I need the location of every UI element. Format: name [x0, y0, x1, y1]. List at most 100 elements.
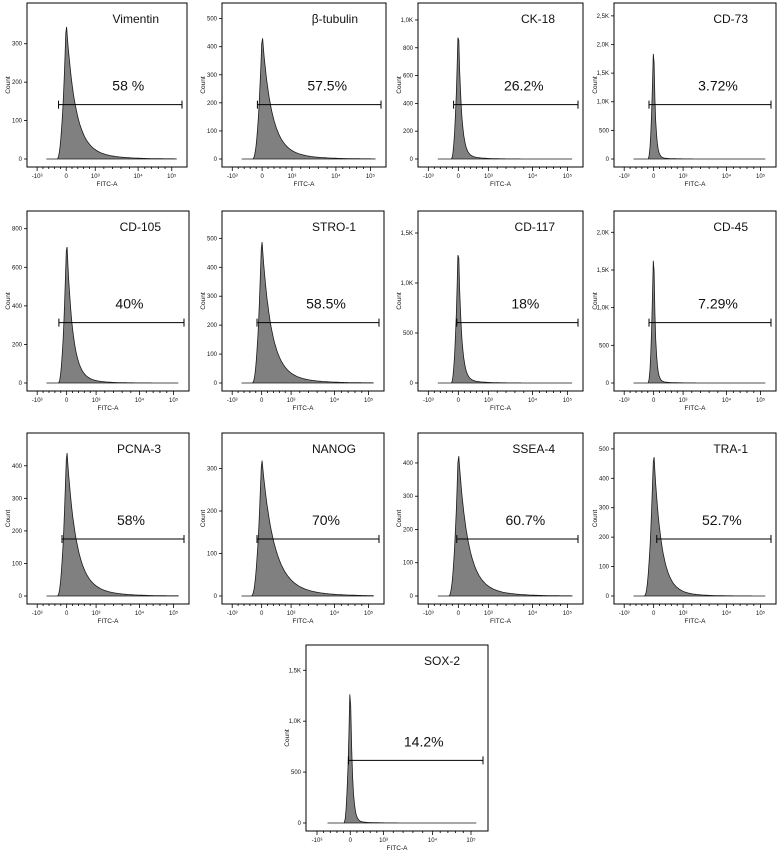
panel-frame [417, 210, 584, 392]
x-axis-title: FITC-A [294, 181, 316, 188]
marker-label: SSEA-4 [512, 442, 555, 456]
x-tick-label: 10⁵ [167, 173, 177, 180]
panel-frame [26, 2, 188, 168]
x-tick-label: 0 [457, 174, 461, 180]
panel-frame [305, 644, 489, 832]
x-tick-label: -10³ [423, 398, 434, 404]
x-tick-label: 10⁴ [722, 173, 732, 180]
y-tick-label: 400 [207, 45, 218, 51]
y-tick-label: 0 [606, 594, 610, 600]
y-tick-label: 100 [403, 561, 414, 567]
histogram-area [437, 37, 573, 160]
x-tick-label: 10⁵ [756, 397, 766, 404]
percent-label: 58.5% [306, 296, 346, 312]
x-tick-label: 10⁴ [330, 397, 340, 404]
x-tick-label: 0 [652, 174, 656, 180]
x-axis-title: FITC-A [293, 405, 315, 412]
y-tick-label: 100 [207, 352, 218, 358]
y-tick-label: 400 [207, 265, 218, 271]
x-tick-label: 0 [65, 398, 69, 404]
x-tick-label: 10³ [287, 398, 296, 404]
y-tick-label: 1,5K [597, 268, 609, 274]
x-tick-label: 10³ [484, 398, 493, 404]
panel-frame [417, 432, 584, 605]
y-axis-title: Count [592, 510, 599, 528]
y-tick-label: 300 [403, 494, 414, 500]
histogram-area [633, 53, 766, 160]
percent-label: 7.29% [698, 296, 738, 312]
y-tick-label: 400 [12, 464, 23, 470]
y-tick-label: 0 [19, 381, 23, 387]
histogram-panel: 0 100 200 300 400 500 Count -10³ 0 10³ 10⁴ 10⁵ FITC-… [200, 2, 387, 188]
marker-label: NANOG [312, 442, 356, 456]
y-tick-label: 300 [12, 496, 23, 502]
percent-label: 60.7% [506, 512, 546, 528]
panel-frame [613, 210, 777, 392]
y-tick-label: 800 [403, 46, 414, 52]
x-tick-label: -10³ [227, 174, 238, 180]
x-axis-title: FITC-A [98, 618, 120, 625]
y-tick-label: 800 [12, 227, 23, 233]
y-tick-label: 500 [291, 770, 302, 776]
y-tick-label: 500 [207, 17, 218, 23]
x-tick-label: 10⁴ [722, 397, 732, 404]
y-tick-label: 300 [207, 467, 218, 473]
x-tick-label: -10³ [32, 611, 43, 617]
y-tick-label: 200 [207, 323, 218, 329]
y-tick-label: 400 [12, 304, 23, 310]
histogram-panel: 0 100 200 300 400 Count -10³ 0 10³ 10⁴ 10⁵ FITC-A PC… [5, 432, 190, 625]
y-axis-title: Count [5, 510, 12, 528]
x-tick-label: 0 [457, 611, 461, 617]
x-tick-label: 0 [349, 838, 353, 844]
y-tick-label: 200 [403, 527, 414, 533]
y-tick-label: 500 [207, 236, 218, 242]
x-tick-label: 10³ [679, 398, 688, 404]
panel-frame [26, 432, 190, 605]
y-tick-label: 100 [12, 561, 23, 567]
marker-label: Vimentin [113, 12, 159, 26]
x-axis-title: FITC-A [490, 618, 512, 625]
x-tick-label: -10³ [312, 838, 323, 844]
x-tick-label: -10³ [423, 611, 434, 617]
histogram-area [46, 26, 177, 160]
x-tick-label: 10³ [484, 611, 493, 617]
y-tick-label: 0 [19, 594, 23, 600]
marker-label: CD-117 [515, 220, 556, 234]
histogram-panel: 0 200 400 600 800 1,0K Count -10³ 0 10³ 10⁴ 10⁵ FITC… [396, 2, 584, 188]
histogram-area [633, 457, 766, 597]
histogram-area [241, 38, 376, 160]
y-tick-label: 1,0K [401, 281, 413, 287]
histogram-panel: 0 100 200 300 Count -10³ 0 10³ 10⁴ 10⁵ FITC-A NANOG… [200, 432, 385, 625]
x-axis-title: FITC-A [685, 181, 707, 188]
x-tick-label: 10³ [287, 611, 296, 617]
x-axis-title: FITC-A [293, 618, 315, 625]
panel-frame [613, 432, 777, 605]
y-tick-label: 200 [12, 529, 23, 535]
x-tick-label: -10³ [619, 611, 630, 617]
y-tick-label: 100 [12, 119, 23, 125]
x-tick-label: 10⁴ [135, 397, 145, 404]
y-tick-label: 500 [599, 343, 610, 349]
y-tick-label: 2,5K [597, 14, 609, 20]
histogram-panel: 0 500 1,0K 1,5K 2,0K 2,5K Count -10³ 0 10³ 10⁴ 10⁵ F… [592, 2, 777, 188]
marker-label: CD-105 [120, 220, 162, 234]
x-tick-label: 10³ [92, 398, 101, 404]
y-tick-label: 1,0K [597, 100, 609, 106]
y-axis-title: Count [284, 729, 291, 747]
y-axis-title: Count [396, 510, 403, 528]
histogram-panel: 0 200 400 600 800 Count -10³ 0 10³ 10⁴ 10⁵ FITC-A CD… [5, 210, 190, 412]
y-tick-label: 0 [214, 381, 218, 387]
x-tick-label: 0 [260, 611, 264, 617]
histogram-panel: 0 100 200 300 Count -10³ 0 10³ 10⁴ 10⁵ FITC-A Vimen… [5, 2, 188, 188]
y-tick-label: 1,5K [401, 231, 413, 237]
y-tick-label: 1,0K [401, 18, 413, 24]
x-tick-label: 0 [65, 611, 69, 617]
y-tick-label: 1,5K [289, 668, 301, 674]
y-axis-title: Count [396, 292, 403, 310]
percent-label: 70% [312, 512, 340, 528]
y-tick-label: 500 [403, 331, 414, 337]
percent-label: 26.2% [504, 78, 544, 94]
marker-label: STRO-1 [312, 220, 356, 234]
x-tick-label: 0 [65, 174, 69, 180]
x-axis-title: FITC-A [490, 181, 512, 188]
